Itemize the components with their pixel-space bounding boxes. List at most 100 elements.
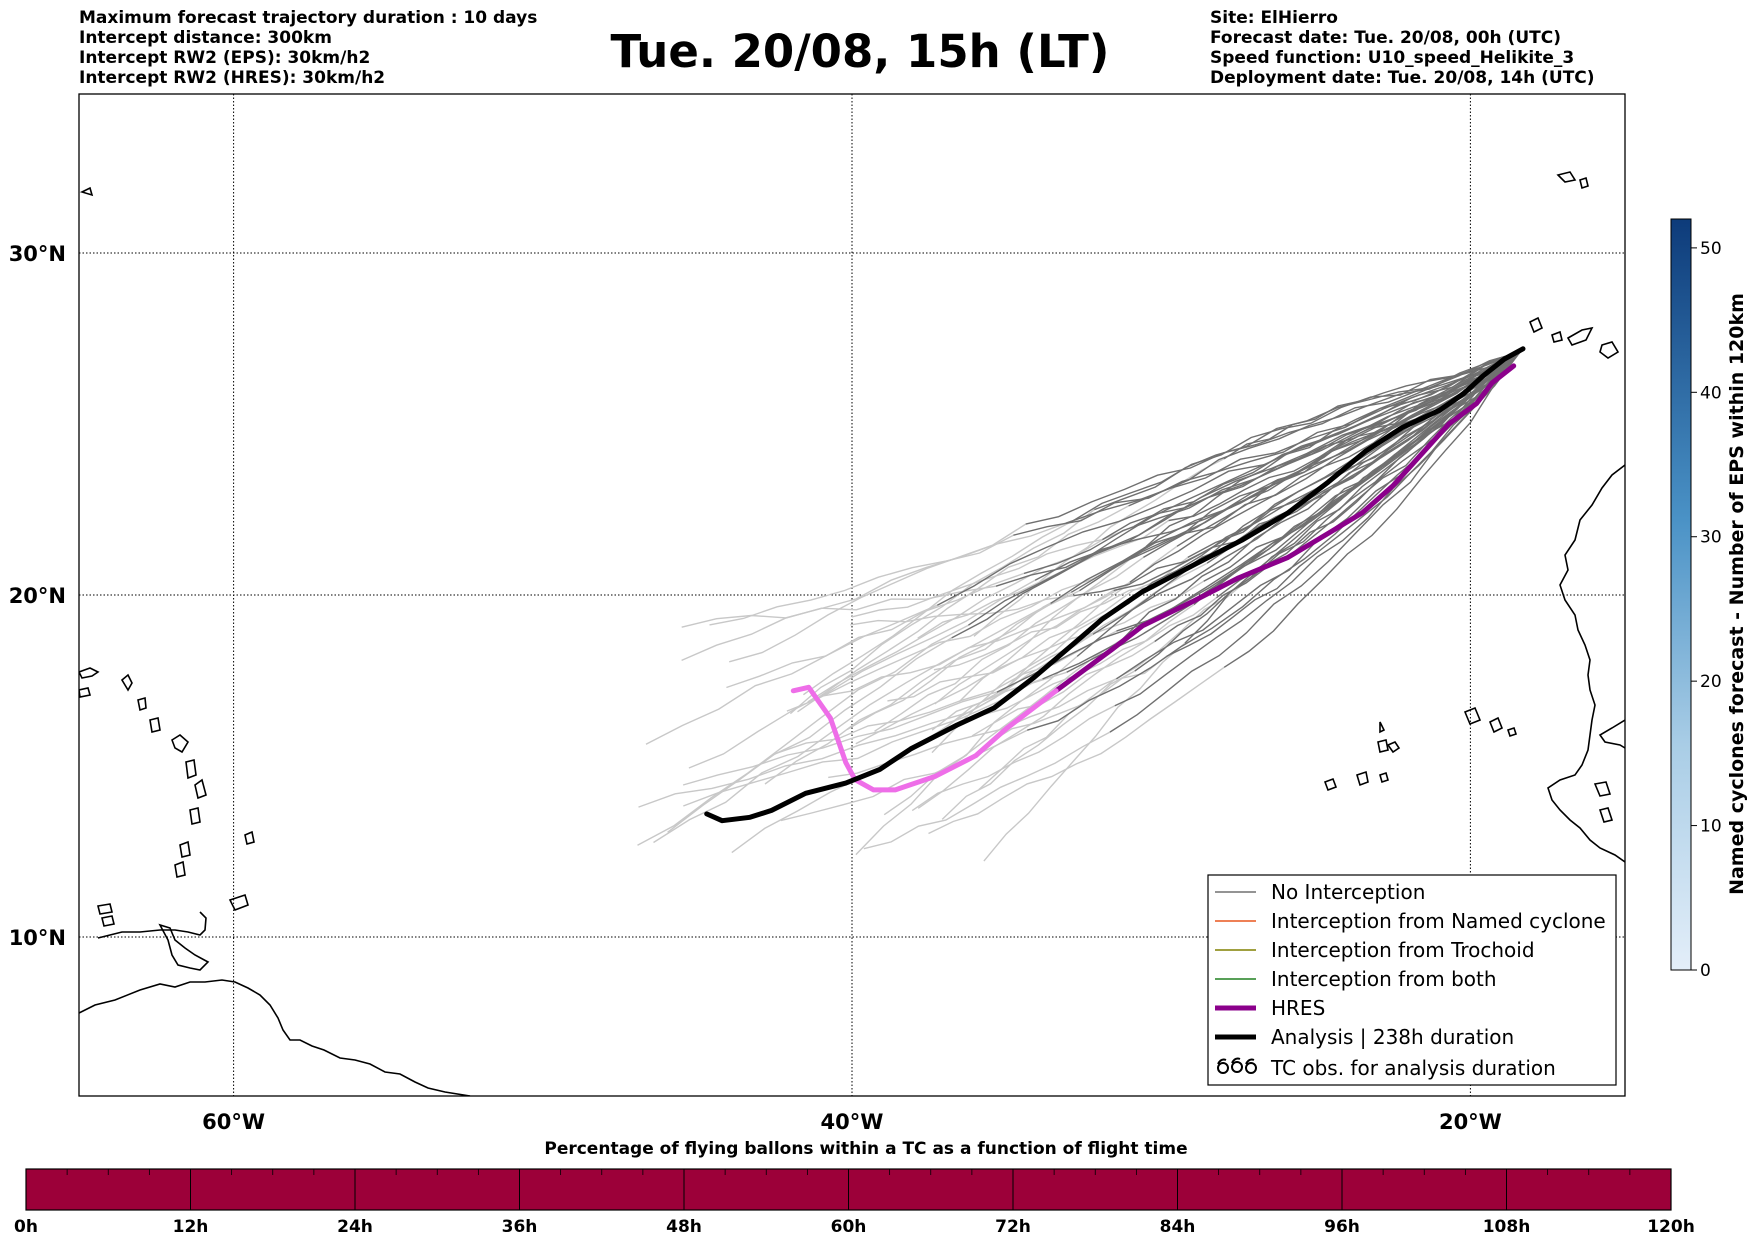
legend-label: Interception from Trochoid — [1271, 938, 1535, 962]
hres-trajectory-tail — [790, 684, 1059, 793]
legend-item-hres: HRES — [1215, 996, 1325, 1020]
island-cape-verde-9 — [1593, 781, 1612, 797]
island-cape-verde-1 — [1463, 706, 1482, 726]
flight-time-tick-label: 60h — [831, 1217, 867, 1237]
header-right-line: Deployment date: Tue. 20/08, 14h (UTC) — [1210, 68, 1595, 88]
island-antilles-5 — [185, 759, 197, 780]
flight-time-tick-label: 36h — [502, 1217, 538, 1237]
colorbar-tick-label: 10 — [1700, 817, 1722, 837]
header-left-line: Intercept distance: 300km — [79, 28, 332, 48]
legend-item-named-cyclone: Interception from Named cyclone — [1215, 909, 1606, 933]
legend: No Interception Interception from Named … — [1207, 874, 1617, 1086]
legend-label: No Interception — [1271, 880, 1425, 904]
island-bermuda — [79, 186, 94, 197]
island-antilles-1 — [120, 673, 133, 692]
island-cuba-edge — [79, 667, 100, 679]
tc-symbol-icon — [1217, 1057, 1257, 1074]
lon-tick-label: 20°W — [1439, 1110, 1502, 1134]
ensemble-track — [1122, 351, 1521, 640]
island-antilles-2 — [137, 696, 147, 712]
ensemble-track-tail — [774, 630, 1117, 755]
ensemble-track — [1109, 351, 1521, 733]
colorbar-gradient — [1670, 218, 1692, 971]
ensemble-track — [1154, 351, 1521, 643]
colorbar-title: Named cyclones forecast - Number of EPS … — [1726, 293, 1748, 895]
ensemble-track-tail — [934, 581, 1131, 705]
flight-time-bar-ticks: 0h 12h 24h 36h 48h 60h 72h 84h 96h 108h 120h — [14, 1169, 1695, 1237]
colorbar-tick-label: 50 — [1700, 239, 1722, 259]
island-cape-verde-8 — [1379, 771, 1389, 784]
analysis-trajectory — [704, 346, 1526, 824]
ensemble-track — [1116, 351, 1521, 632]
ensemble-track-tail — [971, 640, 1156, 737]
island-antilles-6 — [194, 778, 207, 800]
island-antilles-10 — [244, 830, 255, 846]
legend-item-both: Interception from both — [1215, 967, 1497, 991]
ensemble-track-tail — [726, 572, 1025, 689]
ensemble-track — [1070, 351, 1521, 593]
ensemble-track — [1223, 351, 1521, 668]
island-cape-verde-10 — [1598, 807, 1614, 823]
axis-labels: 60°W 40°W 20°W 30°N 20°N 10°N — [9, 242, 1502, 1134]
island-puerto-rico — [79, 687, 92, 698]
lat-tick-label: 30°N — [9, 242, 66, 266]
lat-tick-label: 20°N — [9, 584, 66, 608]
flight-time-tick-label: 48h — [666, 1217, 702, 1237]
ensemble-track-tail — [928, 666, 1225, 835]
ensemble-track-tail — [911, 705, 1116, 812]
coastline-south-america — [79, 979, 471, 1096]
colorbar-ticks: 0 10 20 30 40 50 — [1691, 239, 1722, 981]
lat-tick-label: 10°N — [9, 926, 66, 950]
ensemble-track-tail — [709, 534, 1014, 626]
coastline-africa-bays — [1598, 719, 1625, 749]
ensemble-track-tail — [828, 678, 1117, 779]
ensemble-track-tail — [780, 729, 1028, 822]
legend-label: TC obs. for analysis duration — [1270, 1056, 1556, 1080]
ensemble-track-tail — [802, 520, 1073, 696]
lon-tick-label: 40°W — [821, 1110, 884, 1134]
island-antilles-4 — [171, 734, 190, 754]
ensemble-track-tail — [887, 580, 1205, 702]
ensemble-track-tail — [941, 670, 1136, 820]
island-cape-verde-5 — [1377, 739, 1389, 753]
flight-time-tick-label: 96h — [1324, 1217, 1360, 1237]
header-right-info: Site: ElHierro Forecast date: Tue. 20/08… — [1210, 8, 1595, 88]
ensemble-track-tail — [688, 579, 1036, 769]
island-tobago — [228, 893, 249, 912]
island-aruba — [97, 903, 113, 915]
flight-time-tick-label: 12h — [173, 1217, 209, 1237]
island-cape-verde-4 — [1379, 721, 1386, 734]
ensemble-track-tail — [931, 603, 1129, 731]
colorbar-tick-label: 20 — [1700, 672, 1722, 692]
coastline-caribbean — [97, 911, 207, 939]
flight-time-bar-title: Percentage of flying ballons within a TC… — [544, 1139, 1187, 1159]
ensemble-track-tail — [855, 655, 1078, 856]
colorbar: 0 10 20 30 40 50 Named cyclones forecast - Nu… — [1670, 218, 1748, 981]
legend-item-analysis: Analysis | 238h duration — [1215, 1025, 1514, 1049]
ensemble-track-tail — [874, 556, 1144, 732]
legend-label: Analysis | 238h duration — [1271, 1025, 1514, 1049]
coastlines — [79, 171, 1625, 1096]
island-trinidad — [158, 923, 210, 971]
island-canary-4 — [1551, 330, 1563, 343]
flight-time-tick-label: 72h — [995, 1217, 1031, 1237]
ensemble-trajectories-no-interception — [936, 351, 1521, 733]
island-antilles-7 — [189, 807, 201, 825]
header-right-line: Forecast date: Tue. 20/08, 00h (UTC) — [1210, 28, 1561, 48]
ensemble-track-tail — [681, 522, 1067, 662]
island-cape-verde-3 — [1506, 726, 1518, 738]
page-title: Tue. 20/08, 15h (LT) — [610, 25, 1110, 78]
island-cape-verde-2 — [1488, 716, 1504, 734]
legend-box — [1207, 874, 1617, 1086]
ensemble-track — [1134, 351, 1521, 672]
island-madeira-2 — [1579, 176, 1589, 190]
ensemble-track-tail — [789, 509, 1095, 715]
island-antilles-8 — [179, 840, 191, 858]
colorbar-tick-label: 30 — [1700, 528, 1722, 548]
legend-item-no-interception: No Interception — [1215, 880, 1425, 904]
ensemble-track-tail — [645, 604, 938, 745]
ensemble-track — [1025, 351, 1521, 525]
flight-time-tick-label: 84h — [1160, 1217, 1196, 1237]
legend-item-trochoid: Interception from Trochoid — [1215, 938, 1535, 962]
